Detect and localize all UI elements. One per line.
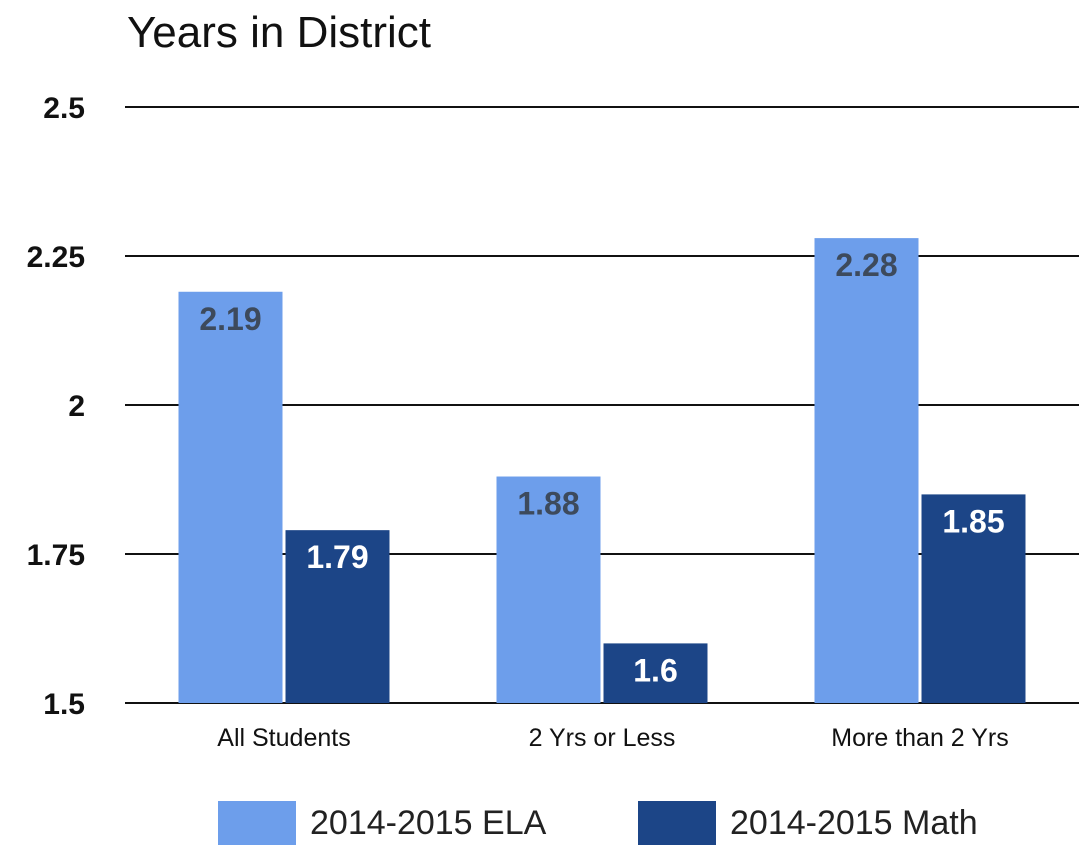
bars: 2.19 1.79 1.88 1.6 2.28 1.85 bbox=[178, 238, 1026, 703]
data-label: 1.79 bbox=[306, 539, 368, 575]
x-tick-label: 2 Yrs or Less bbox=[529, 724, 676, 752]
data-label: 1.85 bbox=[942, 503, 1004, 539]
data-label: 2.28 bbox=[835, 247, 897, 283]
legend-label-ela: 2014-2015 ELA bbox=[310, 803, 547, 842]
bar bbox=[496, 476, 601, 703]
chart-title: Years in District bbox=[127, 8, 432, 57]
x-axis-ticks: All Students 2 Yrs or Less More than 2 Yrs bbox=[217, 724, 1008, 752]
x-tick-label: All Students bbox=[217, 724, 350, 752]
y-tick-label: 1.5 bbox=[43, 688, 85, 721]
gridlines bbox=[125, 106, 1079, 704]
legend-label-math: 2014-2015 Math bbox=[730, 803, 978, 842]
legend: 2014-2015 ELA 2014-2015 Math bbox=[0, 798, 1079, 848]
data-label: 1.88 bbox=[517, 486, 579, 522]
bar bbox=[603, 643, 708, 703]
y-tick-label: 2 bbox=[68, 390, 85, 423]
legend-item-ela: 2014-2015 ELA bbox=[218, 798, 546, 848]
legend-swatch-ela bbox=[218, 801, 296, 845]
data-label: 2.19 bbox=[199, 301, 261, 337]
legend-item-math: 2014-2015 Math bbox=[638, 798, 978, 848]
data-label: 1.6 bbox=[633, 652, 677, 688]
x-tick-label: More than 2 Yrs bbox=[831, 724, 1008, 752]
legend-swatch-math bbox=[638, 801, 716, 845]
y-tick-label: 2.5 bbox=[43, 92, 85, 125]
bar bbox=[814, 238, 919, 703]
bar bbox=[178, 291, 283, 703]
y-tick-label: 1.75 bbox=[27, 539, 85, 572]
bar bbox=[285, 530, 390, 703]
y-tick-label: 2.25 bbox=[27, 241, 85, 274]
y-axis-ticks: 1.5 1.75 2 2.25 2.5 bbox=[27, 92, 85, 721]
bar bbox=[921, 494, 1026, 703]
